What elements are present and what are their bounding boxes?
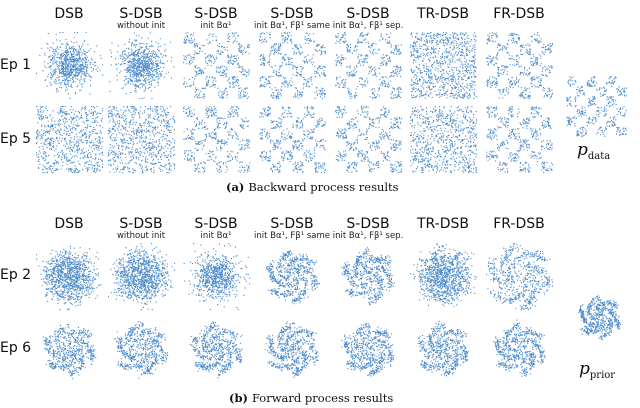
reference-distribution xyxy=(566,76,627,137)
column-title: FR-DSB xyxy=(493,6,545,22)
scatter-points xyxy=(36,106,104,174)
column-subtitle: without init xyxy=(117,21,166,31)
scatter-panel xyxy=(410,32,477,99)
reference-label: pprior xyxy=(579,359,615,381)
scatter-points xyxy=(259,32,327,99)
scatter-panel xyxy=(486,243,554,311)
scatter-points xyxy=(108,106,176,174)
scatter-panel xyxy=(42,324,97,380)
scatter-points xyxy=(108,243,176,311)
scatter-panel xyxy=(418,320,469,377)
scatter-panel xyxy=(335,106,403,173)
scatter-panel xyxy=(266,250,320,305)
column-title: S-DSB xyxy=(270,216,313,232)
scatter-points xyxy=(114,321,169,379)
scatter-panel xyxy=(259,32,327,99)
row-label: Ep 5 xyxy=(0,131,31,147)
scatter-points xyxy=(335,106,403,173)
scatter-points xyxy=(259,106,327,174)
scatter-panel xyxy=(410,243,478,307)
column-subtitle: init Bα¹, Fβ¹ sep. xyxy=(333,21,404,31)
reference-label: pdata xyxy=(577,140,610,162)
scatter-points xyxy=(264,321,319,378)
scatter-panel xyxy=(410,106,478,174)
scatter-panel xyxy=(36,32,104,99)
column-title: DSB xyxy=(54,216,83,232)
column-subtitle: init Bα¹, Fβ¹ same xyxy=(254,231,330,241)
column-title: S-DSB xyxy=(270,6,313,22)
scatter-points xyxy=(410,32,477,99)
scatter-points xyxy=(410,106,478,174)
scatter-points xyxy=(42,324,97,380)
scatter-points xyxy=(266,250,320,305)
scatter-points xyxy=(486,106,554,173)
scatter-points xyxy=(183,32,250,99)
column-title: DSB xyxy=(54,6,83,22)
column-title: TR-DSB xyxy=(416,6,469,22)
scatter-points xyxy=(183,106,250,173)
column-title: S-DSB xyxy=(194,6,237,22)
column-subtitle: without init xyxy=(117,231,166,241)
scatter-points xyxy=(566,76,627,137)
scatter-points xyxy=(335,32,402,100)
scatter-panel xyxy=(183,32,250,99)
column-subtitle: init Bα¹, Fβ¹ sep. xyxy=(333,231,404,241)
scatter-panel xyxy=(341,323,394,377)
scatter-panel xyxy=(114,321,169,379)
scatter-panel xyxy=(335,32,402,100)
row-label: Ep 2 xyxy=(0,267,31,283)
scatter-panel xyxy=(493,319,546,377)
scatter-points xyxy=(493,319,546,377)
scatter-points xyxy=(578,295,622,341)
scatter-panel xyxy=(36,106,104,174)
scatter-points xyxy=(486,32,553,99)
reference-distribution xyxy=(578,295,622,341)
scatter-points xyxy=(341,247,395,306)
scatter-points xyxy=(486,243,554,311)
scatter-points xyxy=(341,323,394,377)
column-title: S-DSB xyxy=(119,216,162,232)
scatter-panel xyxy=(486,32,553,99)
column-title: S-DSB xyxy=(346,6,389,22)
scatter-panel xyxy=(36,245,102,311)
scatter-points xyxy=(189,321,243,379)
panel-caption: (a) Backward process results xyxy=(226,180,399,194)
panel-caption: (b) Forward process results xyxy=(229,391,393,405)
column-title: FR-DSB xyxy=(493,216,545,232)
column-title: S-DSB xyxy=(194,216,237,232)
scatter-points xyxy=(109,32,175,100)
scatter-points xyxy=(410,243,478,307)
column-title: TR-DSB xyxy=(416,216,469,232)
column-subtitle: init Bα¹ xyxy=(201,231,232,241)
scatter-points xyxy=(418,320,469,377)
scatter-panel xyxy=(264,321,319,378)
scatter-panel xyxy=(183,106,250,173)
scatter-panel xyxy=(486,106,554,173)
scatter-panel xyxy=(183,243,251,311)
row-label: Ep 1 xyxy=(0,57,31,73)
scatter-panel xyxy=(108,243,176,311)
scatter-panel xyxy=(341,247,395,306)
column-title: S-DSB xyxy=(119,6,162,22)
scatter-panel xyxy=(259,106,327,174)
scatter-panel xyxy=(108,106,176,174)
scatter-points xyxy=(36,245,102,311)
scatter-panel xyxy=(109,32,175,100)
column-subtitle: init Bα¹, Fβ¹ same xyxy=(254,21,330,31)
scatter-points xyxy=(183,243,251,311)
row-label: Ep 6 xyxy=(0,340,31,356)
scatter-panel xyxy=(189,321,243,379)
scatter-points xyxy=(36,32,104,99)
column-title: S-DSB xyxy=(346,216,389,232)
column-subtitle: init Bα¹ xyxy=(201,21,232,31)
